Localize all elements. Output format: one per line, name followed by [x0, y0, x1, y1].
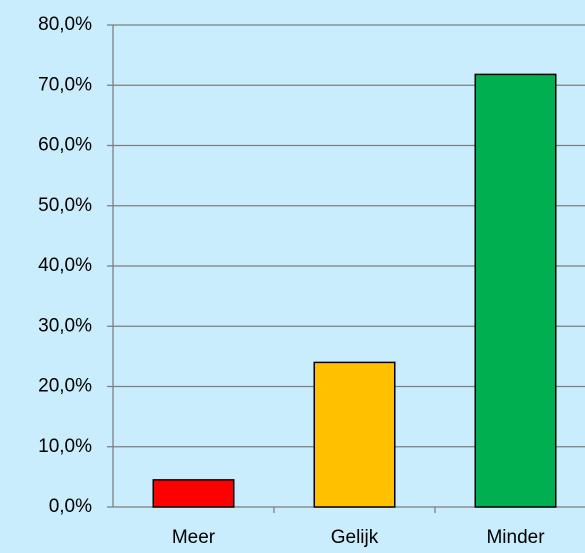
y-tick-label: 10,0% — [38, 436, 92, 457]
y-tick-label: 40,0% — [38, 255, 92, 276]
y-tick-label: 80,0% — [38, 14, 92, 35]
bar — [474, 73, 557, 508]
bar — [313, 361, 396, 508]
bar — [152, 479, 235, 508]
y-tick-label: 20,0% — [38, 376, 92, 397]
x-tick-label: Meer — [172, 527, 216, 548]
x-tick-label: Minder — [486, 527, 545, 548]
y-tick-label: 60,0% — [38, 135, 92, 156]
y-tick-label: 0,0% — [49, 496, 92, 517]
y-tick-label: 30,0% — [38, 315, 92, 336]
x-tick-label: Gelijk — [331, 527, 379, 548]
y-tick-label: 50,0% — [38, 195, 92, 216]
y-tick-label: 70,0% — [38, 74, 92, 95]
